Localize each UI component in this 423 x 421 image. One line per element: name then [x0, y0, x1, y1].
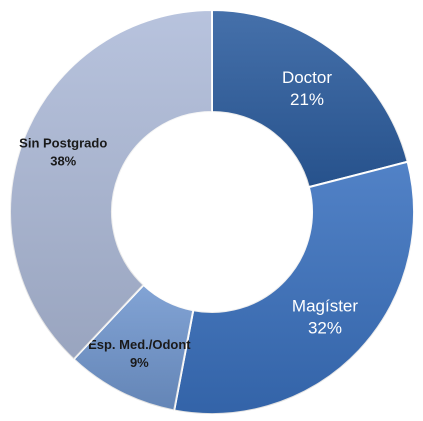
slice-shade — [212, 10, 408, 188]
slice-category: Esp. Med./Odont — [88, 337, 191, 352]
slice-shade — [174, 161, 415, 414]
slice-value-label: 38% — [50, 154, 76, 169]
slice-category: Sin Postgrado — [19, 136, 107, 151]
slice-category: Magíster — [292, 297, 358, 316]
slice-value-label: 32% — [308, 319, 342, 338]
slice-value-label: 21% — [290, 90, 324, 109]
slice-category: Doctor — [282, 68, 332, 87]
slice-shade — [10, 10, 212, 360]
slice-shade — [73, 284, 194, 411]
slice-value-label: 9% — [130, 355, 149, 370]
